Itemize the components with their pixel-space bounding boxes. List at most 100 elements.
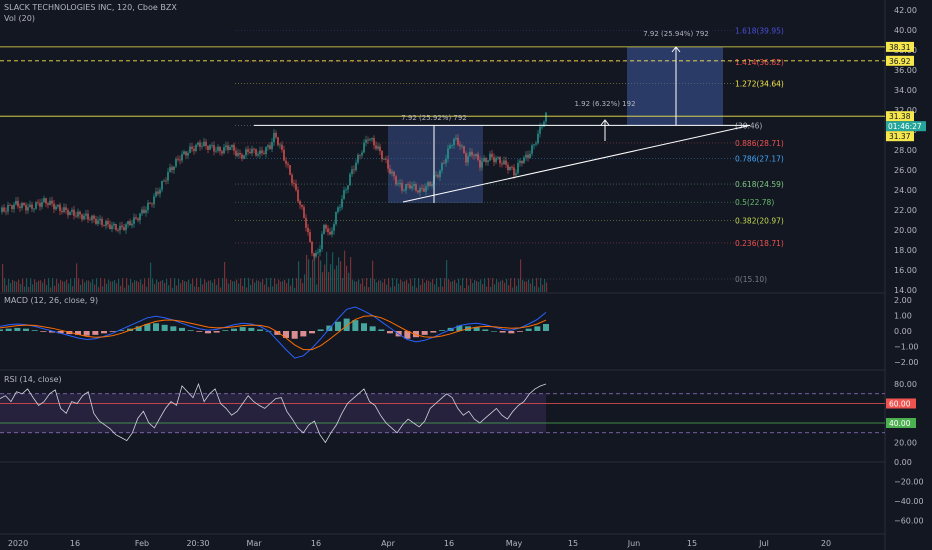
candle-body	[221, 151, 223, 154]
candle-body	[371, 138, 373, 140]
volume-bar	[8, 278, 10, 292]
candle-body	[199, 142, 201, 147]
time-axis-label: 15	[687, 539, 697, 548]
candle-body	[129, 221, 131, 226]
macd-histogram-bar	[543, 324, 549, 331]
volume-bar	[242, 285, 244, 292]
volume-bar	[406, 279, 408, 292]
macd-label: MACD (12, 26, close, 9)	[4, 296, 99, 305]
volume-bar	[102, 286, 104, 292]
candle-body	[393, 171, 395, 177]
volume-bar	[436, 278, 438, 292]
volume-bar	[142, 284, 144, 292]
volume-bar	[356, 281, 358, 292]
volume-bar	[286, 283, 288, 292]
candle-body	[399, 182, 401, 184]
candle-body	[389, 168, 391, 174]
candle-body	[431, 183, 433, 186]
macd-histogram-bar	[31, 330, 38, 331]
volume-bar	[202, 284, 204, 292]
volume-bar	[60, 279, 62, 292]
macd-histogram-bar	[248, 327, 255, 331]
fib-level-label: 0.886(28.71)	[735, 139, 784, 148]
candle-body	[165, 180, 167, 182]
volume-bar	[10, 283, 12, 292]
volume-bar	[116, 283, 118, 292]
volume-bar	[238, 283, 240, 292]
candle-body	[27, 207, 29, 211]
candle-body	[511, 166, 513, 168]
volume-bar	[504, 282, 506, 292]
volume-bar	[546, 282, 548, 292]
price-axis-label: 28.00	[894, 146, 917, 155]
macd-histogram-bar	[317, 329, 324, 331]
candle-body	[149, 202, 151, 204]
volume-bar	[230, 279, 232, 292]
macd-histogram-bar	[92, 331, 99, 335]
fib-level-label: 1.272(34.64)	[735, 80, 784, 89]
candle-body	[381, 151, 383, 160]
price-level-label: 31.38	[889, 112, 911, 121]
candle-body	[385, 158, 387, 160]
candle-body	[239, 152, 241, 155]
price-axis-label: 42.00	[894, 6, 917, 15]
candle-body	[41, 202, 43, 207]
candle-body	[499, 157, 501, 164]
volume-bar	[444, 278, 446, 292]
volume-bar	[442, 286, 444, 292]
volume-bar	[224, 261, 226, 292]
rsi-axis-label: 80.00	[894, 380, 917, 389]
volume-bar	[12, 280, 14, 292]
volume-bar	[294, 287, 296, 292]
candle-body	[395, 176, 397, 185]
time-axis-label: 20	[821, 539, 831, 548]
volume-bar	[214, 278, 216, 292]
candle-body	[35, 202, 37, 209]
candle-body	[501, 163, 503, 165]
volume-bar	[108, 279, 110, 292]
candle-body	[397, 183, 399, 185]
candle-body	[391, 171, 393, 174]
volume-bar	[188, 279, 190, 292]
candle-body	[169, 167, 171, 173]
volume-bar	[172, 287, 174, 292]
candle-body	[141, 209, 143, 214]
volume-bar	[342, 278, 344, 292]
candle-body	[39, 203, 41, 207]
candle-body	[425, 186, 427, 192]
volume-bar	[388, 278, 390, 292]
volume-bar	[204, 279, 206, 292]
volume-bar	[90, 282, 92, 292]
macd-histogram-bar	[222, 330, 229, 331]
candle-body	[157, 191, 159, 194]
volume-bar	[248, 278, 250, 292]
macd-histogram-bar	[0, 329, 3, 331]
candle-body	[311, 242, 313, 254]
candle-body	[505, 160, 507, 165]
volume-bar	[376, 282, 378, 292]
volume-bar	[260, 282, 262, 292]
candle-body	[325, 224, 327, 229]
candle-body	[485, 158, 487, 163]
candle-body	[75, 215, 77, 217]
volume-bar	[82, 279, 84, 292]
fib-level-label: 0.786(27.17)	[735, 154, 784, 163]
candle-body	[421, 188, 423, 189]
price-level-badge	[886, 41, 914, 52]
volume-bar	[532, 278, 534, 292]
macd-histogram-bar	[23, 328, 29, 331]
candle-body	[357, 154, 359, 163]
candle-body	[291, 174, 293, 184]
volume-bar	[176, 285, 178, 292]
volume-bar	[392, 278, 394, 292]
volume-bar	[194, 286, 196, 292]
volume-bar	[374, 279, 376, 292]
candle-body	[543, 121, 545, 127]
candle-body	[309, 232, 311, 243]
candle-body	[445, 158, 447, 164]
candle-body	[159, 189, 161, 194]
candle-body	[469, 151, 471, 157]
candle-body	[529, 153, 531, 158]
